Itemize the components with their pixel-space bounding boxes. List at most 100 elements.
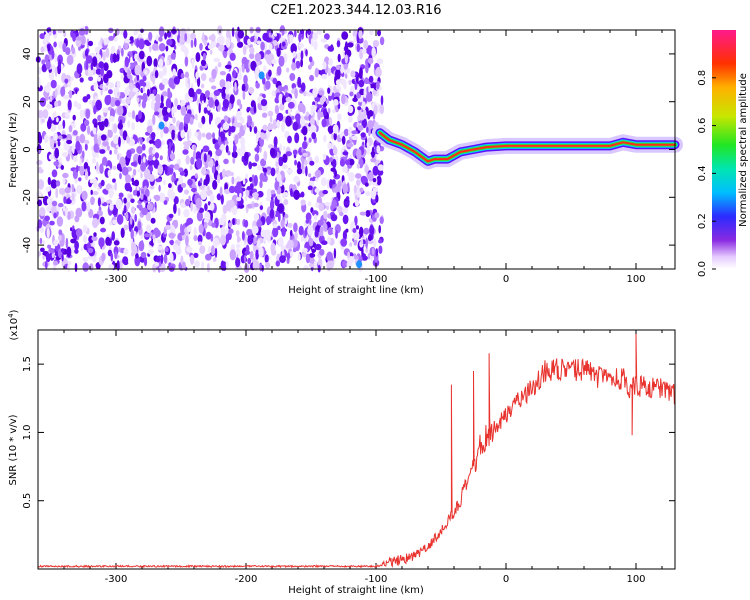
noise-speckle [74,240,79,250]
noise-speckle [377,29,381,37]
noise-speckle [222,98,230,110]
noise-speckle [141,207,148,216]
noise-speckle [358,79,365,88]
noise-speckle [211,68,217,79]
noise-speckle [85,55,93,64]
noise-speckle [65,198,72,205]
noise-speckle [325,98,330,105]
noise-speckle [206,262,210,273]
noise-speckle [262,112,268,118]
noise-speckle [321,118,327,128]
colorbar-title: Normalized spectral amplitude [738,73,749,227]
noise-speckle [116,163,122,171]
noise-speckle [192,150,197,160]
noise-speckle [130,198,135,204]
noise-speckle [70,76,74,81]
noise-speckle [194,37,197,48]
noise-speckle [169,224,175,235]
noise-speckle [323,108,327,116]
noise-speckle [342,230,347,241]
noise-speckle [294,231,298,240]
noise-speckle [302,141,308,150]
noise-speckle [136,146,143,154]
x-tick-label: 0 [503,274,509,285]
noise-speckle [79,109,85,119]
noise-speckle [150,100,155,110]
noise-speckle [95,161,99,171]
noise-speckle [45,252,51,263]
noise-speckle [342,145,347,150]
noise-speckle [37,179,45,190]
noise-speckle [165,97,172,109]
noise-speckle [82,262,89,272]
noise-speckle [178,167,184,173]
noise-speckle [146,224,152,233]
noise-speckle [298,253,301,261]
noise-speckle [277,237,284,248]
noise-speckle [177,207,181,217]
noise-speckle [353,184,357,194]
noise-speckle [113,240,120,246]
noise-speckle [181,261,186,271]
noise-speckle [160,254,164,264]
noise-speckle [104,95,111,106]
noise-speckle [342,214,349,225]
noise-speckle [39,33,46,40]
noise-speckle [49,220,55,226]
noise-speckle [343,79,347,90]
noise-speckle [261,264,264,272]
noise-speckle [65,47,71,56]
noise-speckle [84,49,89,57]
noise-speckle [57,234,62,241]
noise-speckle [226,29,231,39]
noise-speckle [199,245,206,255]
noise-speckle [372,165,379,176]
noise-speckle [378,224,382,234]
noise-speckle [215,149,222,157]
noise-speckle [337,53,341,63]
noise-speckle [308,64,312,70]
noise-speckle [46,227,50,239]
noise-speckle [277,203,284,213]
noise-speckle [179,171,186,176]
noise-speckle [149,44,152,53]
noise-speckle [360,238,364,245]
noise-speckle [286,67,290,73]
noise-speckle [279,143,283,152]
noise-speckle [130,228,134,240]
noise-speckle [348,115,353,123]
noise-speckle [138,110,142,120]
noise-speckle [349,91,354,97]
noise-speckle [125,96,131,105]
noise-speckle [209,193,215,202]
noise-speckle [123,39,131,44]
noise-speckle [197,121,203,129]
noise-speckle [147,249,154,255]
x-tick-label: -200 [235,274,258,285]
noise-speckle [358,37,364,43]
noise-speckle [234,81,237,92]
noise-speckle [330,167,336,172]
noise-speckle [289,73,296,81]
noise-speckle [270,189,276,195]
noise-speckle [260,99,268,107]
noise-speckle [331,142,334,150]
noise-speckle [142,156,146,164]
noise-speckle [167,87,171,95]
noise-speckle [371,46,377,58]
noise-speckle [66,139,73,145]
x-tick-label: -100 [365,274,388,285]
noise-speckle [330,214,338,222]
noise-speckle [51,169,58,178]
noise-speckle [172,68,177,76]
noise-speckle [109,202,114,211]
noise-speckle [79,165,85,176]
noise-speckle [85,108,91,119]
noise-speckle [345,96,349,103]
noise-speckle [365,62,369,74]
noise-speckle [99,216,105,225]
noise-speckle [245,189,250,197]
noise-speckle [70,238,77,244]
noise-speckle [158,184,161,192]
noise-speckle [65,207,68,219]
